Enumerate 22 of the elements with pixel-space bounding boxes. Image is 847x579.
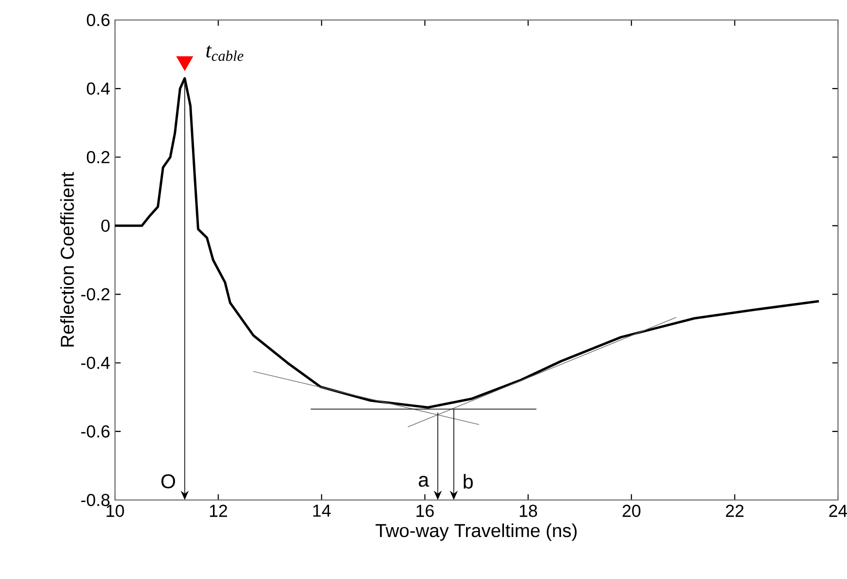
- x-axis-title: Two-way Traveltime (ns): [376, 523, 577, 541]
- x-tick-label: 14: [313, 504, 331, 517]
- y-tick-label: 0.4: [86, 82, 110, 95]
- y-tick-label: -0.8: [81, 494, 110, 506]
- x-tick-label: 10: [106, 504, 124, 517]
- x-tick-label: 20: [622, 504, 640, 517]
- annotation: O: [161, 474, 176, 488]
- x-tick-label: 12: [210, 504, 228, 517]
- x-tick-label: 16: [416, 504, 434, 517]
- x-tick-label: 22: [726, 504, 744, 517]
- y-axis-title: Reflection Coefficient: [60, 172, 74, 346]
- y-tick-label: -0.6: [81, 425, 110, 438]
- annotation: a: [418, 476, 430, 487]
- x-tick-label: 18: [520, 504, 538, 517]
- y-tick-label: -0.2: [81, 288, 110, 300]
- series-label: t$_{cable}$: [206, 45, 244, 61]
- x-tick-label: 24: [829, 504, 847, 517]
- y-tick-label: 0.6: [86, 14, 110, 26]
- y-tick-label: 0: [101, 220, 110, 232]
- y-tick-label: 0.2: [86, 151, 110, 164]
- annotation: b: [464, 474, 473, 489]
- y-tick-label: -0.4: [81, 356, 110, 369]
